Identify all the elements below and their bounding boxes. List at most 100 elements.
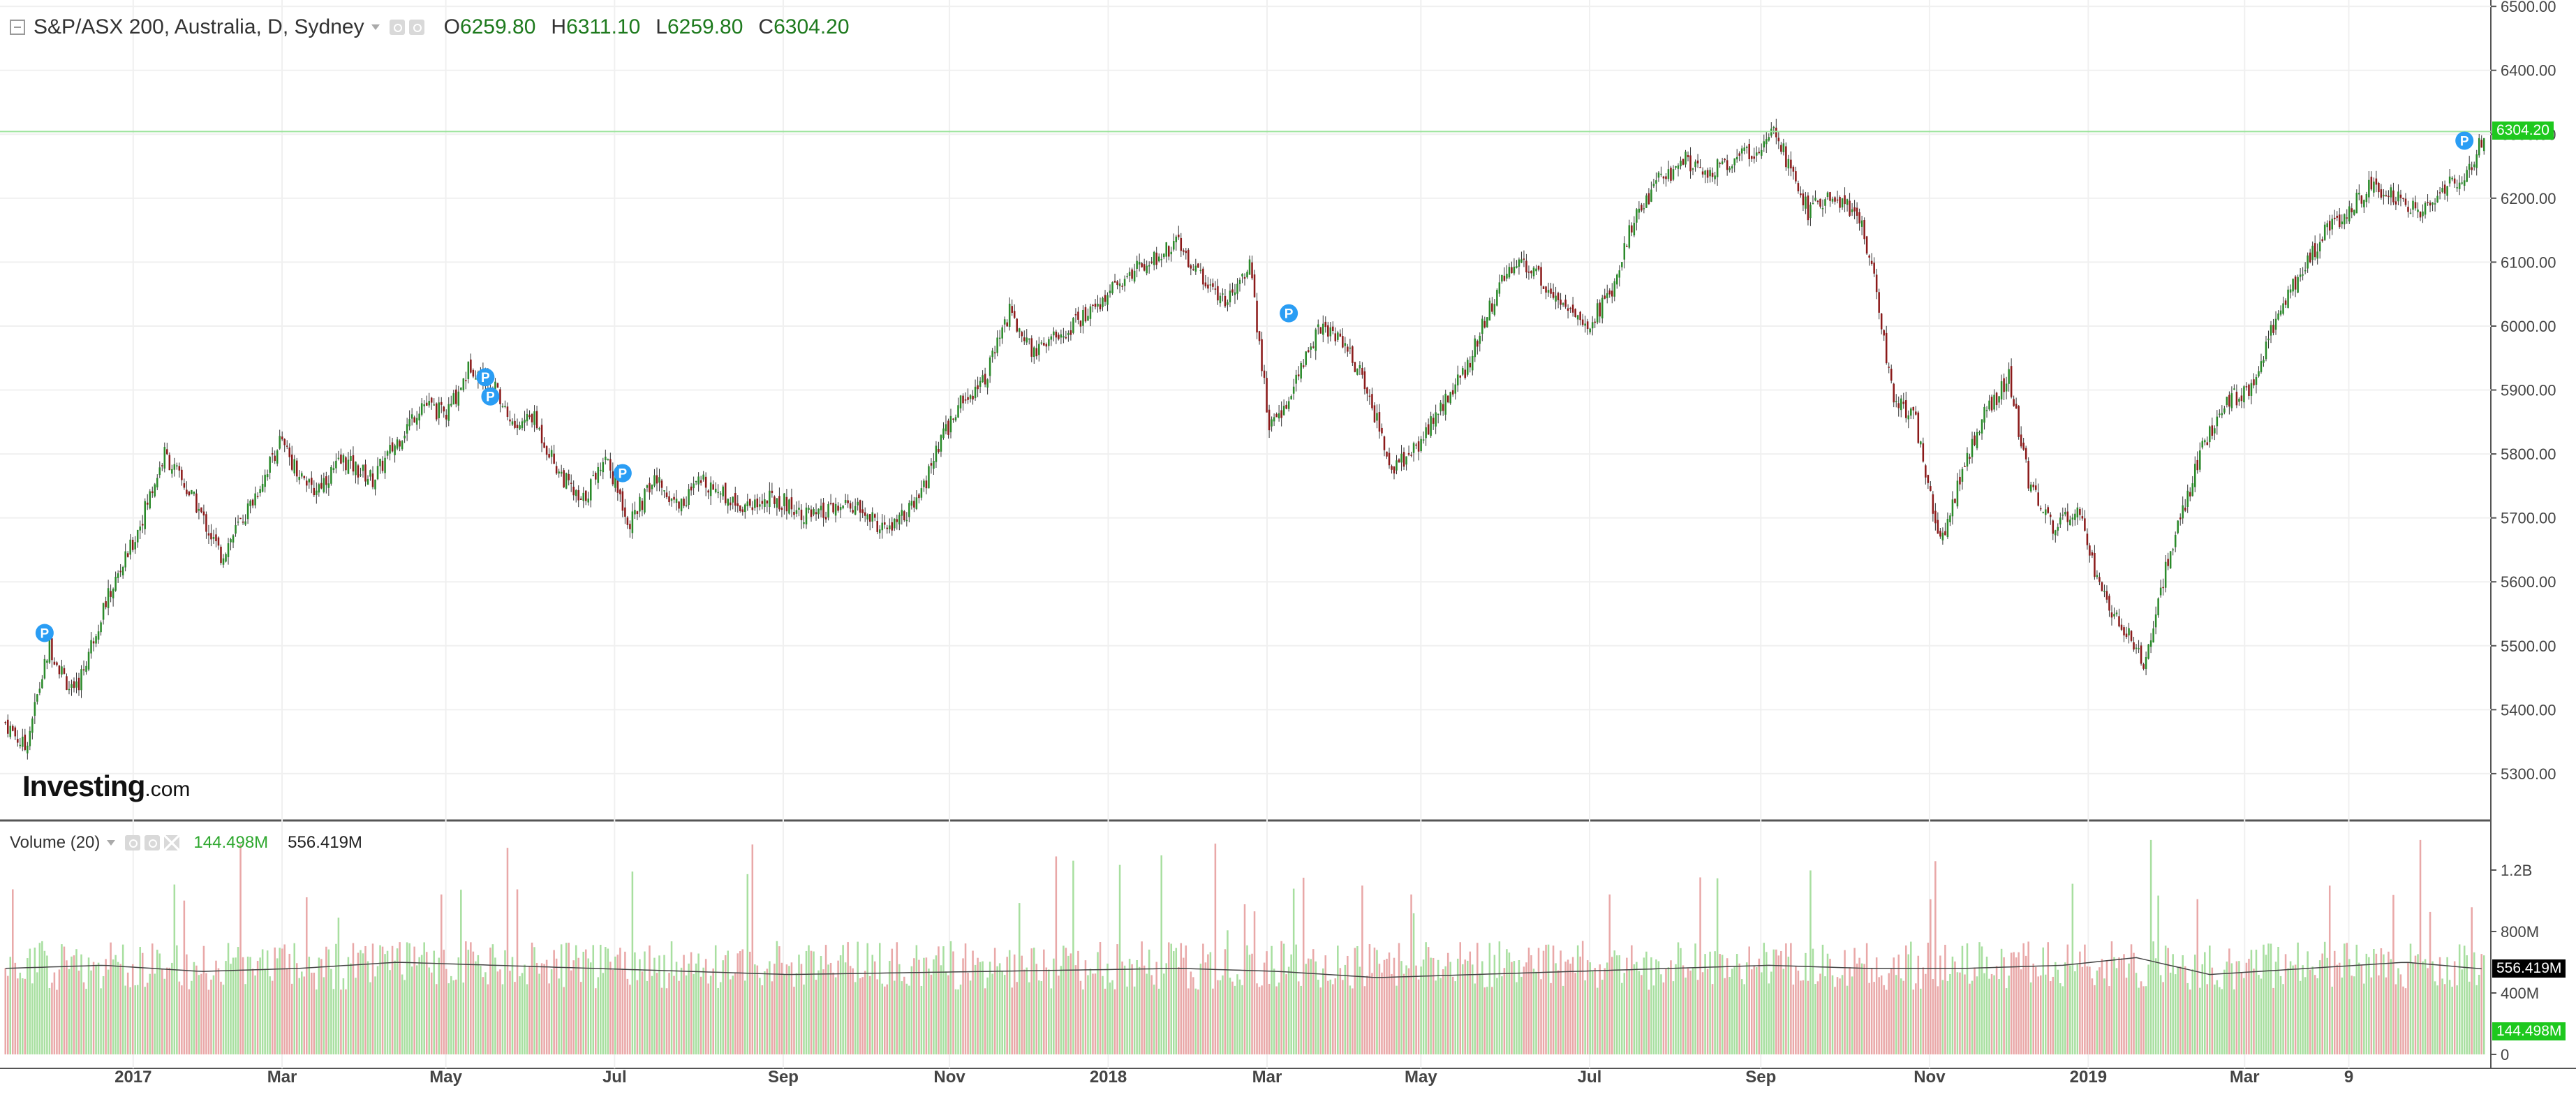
candle-body (1949, 515, 1951, 522)
volume-bar (1013, 954, 1016, 1054)
close-icon[interactable] (164, 835, 180, 851)
candle-body (1307, 350, 1310, 353)
candle-body (129, 539, 131, 555)
candle-body (621, 491, 624, 511)
volume-bar (2270, 943, 2272, 1054)
candle-body (1439, 402, 1442, 412)
candle-body (2323, 224, 2326, 240)
volume-bar (2138, 987, 2140, 1054)
candle-body (553, 453, 555, 464)
chevron-down-icon[interactable] (371, 24, 380, 30)
candle-body (1682, 159, 1685, 165)
volume-bar (764, 971, 766, 1054)
candle-body (2193, 464, 2196, 487)
volume-bar (1966, 943, 1969, 1054)
candle-body (408, 419, 410, 427)
candle-body (2388, 196, 2390, 198)
volume-bar (4, 968, 7, 1054)
volume-bar (1472, 964, 1474, 1054)
candle-body (335, 460, 337, 469)
candle-body (1571, 304, 1574, 313)
candle-body (1388, 452, 1391, 466)
volume-bar (1961, 945, 1964, 1054)
volume-bar (1327, 980, 1329, 1054)
candle-body (1202, 268, 1204, 285)
candle-body (1393, 466, 1396, 474)
volume-bar (1449, 962, 1451, 1054)
volume-bar (780, 962, 783, 1054)
candle-body (1956, 480, 1959, 507)
volume-bar (572, 960, 575, 1054)
candle-body (1753, 156, 1756, 159)
volume-bar (1376, 950, 1378, 1054)
candle-body (1300, 362, 1302, 379)
candle-body (2373, 182, 2375, 193)
volume-bar (1667, 967, 1670, 1054)
candle-body (2304, 270, 2307, 272)
candle-body (1021, 332, 1023, 337)
candle-body (1190, 265, 1192, 269)
volume-bar (369, 982, 371, 1054)
chevron-down-icon[interactable] (107, 840, 116, 846)
volume-bar (246, 956, 249, 1054)
volume-bar (2294, 964, 2297, 1054)
volume-bar (2414, 955, 2417, 1054)
volume-bar (384, 954, 386, 1054)
gear-icon[interactable] (145, 835, 161, 851)
x-tick-label: 9 (2344, 1068, 2353, 1087)
gear-icon[interactable] (408, 20, 424, 35)
volume-bar (1527, 948, 1530, 1054)
settings-icon[interactable] (125, 835, 141, 851)
volume-bar (905, 983, 908, 1054)
candle-body (741, 509, 744, 513)
candle-body (1347, 346, 1349, 352)
candle-body (935, 446, 938, 462)
volume-bar (1459, 942, 1462, 1054)
volume-bar (1946, 980, 1949, 1054)
candle-body (820, 506, 822, 510)
candle-body (1687, 154, 1689, 158)
volume-bar (935, 955, 938, 1054)
volume-bar (1344, 964, 1347, 1054)
candle-body (2250, 383, 2253, 396)
volume-bar (408, 943, 410, 1054)
candle-body (719, 493, 722, 495)
volume-bar (800, 964, 803, 1054)
candle-body (141, 524, 144, 526)
volume-bar (58, 969, 61, 1054)
volume-bar (1045, 967, 1048, 1054)
volume-bar (1738, 963, 1740, 1054)
volume-bar (2394, 984, 2397, 1054)
candle-body (1792, 166, 1795, 172)
candle-body (861, 509, 864, 513)
volume-bar (2267, 943, 2270, 1054)
candle-body (168, 455, 171, 471)
candle-body (1138, 261, 1141, 265)
volume-bar (952, 951, 954, 1054)
volume-bar (251, 969, 254, 1054)
marker-p-icon (476, 368, 495, 387)
y-tick-label: 5600.00 (2501, 573, 2556, 591)
volume-bar (2167, 948, 2169, 1054)
candle-body (2057, 527, 2059, 531)
candle-body (2157, 598, 2159, 616)
settings-icon[interactable] (389, 20, 405, 35)
candle-body (2311, 245, 2314, 260)
volume-bar (778, 946, 780, 1054)
collapse-icon[interactable] (10, 20, 25, 35)
candle-body (1667, 169, 1670, 179)
volume-bar (1569, 963, 1571, 1054)
volume-bar (2199, 987, 2201, 1054)
volume-bar (1446, 952, 1449, 1054)
volume-bar (1104, 988, 1106, 1054)
candle-body (1104, 295, 1106, 302)
candle-body (1993, 395, 1995, 410)
volume-bar (1187, 988, 1190, 1054)
volume-bar (1456, 958, 1459, 1054)
candle-body (1665, 176, 1667, 179)
volume-bar (1516, 982, 1518, 1054)
candle-body (2140, 645, 2142, 664)
volume-bar (923, 957, 925, 1054)
candle-body (1378, 412, 1381, 432)
